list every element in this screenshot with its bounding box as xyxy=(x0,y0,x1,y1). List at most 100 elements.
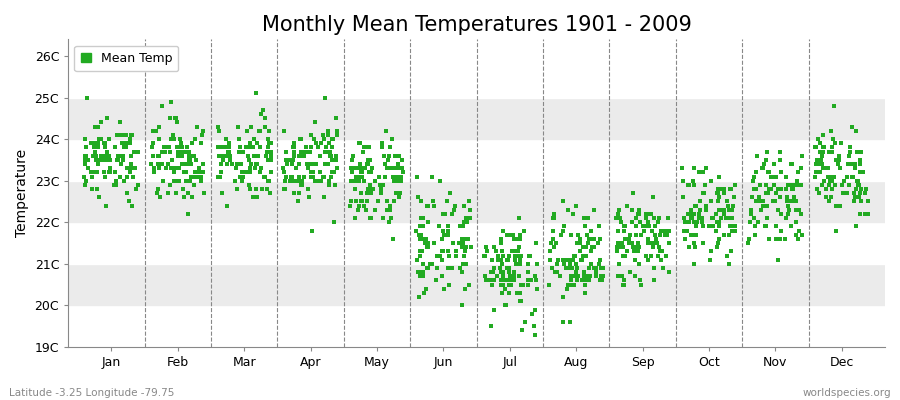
Point xyxy=(556,198,571,205)
Point xyxy=(317,136,331,142)
Point xyxy=(180,161,194,167)
Point xyxy=(647,215,662,221)
Point xyxy=(182,157,196,163)
Point xyxy=(151,136,166,142)
Point xyxy=(646,265,661,271)
Point xyxy=(283,178,297,184)
Point xyxy=(574,256,589,263)
Point xyxy=(658,227,672,234)
Point xyxy=(627,244,642,250)
Point xyxy=(632,261,646,267)
Point xyxy=(625,219,639,226)
Point xyxy=(86,169,100,176)
Point xyxy=(626,244,640,250)
Point xyxy=(188,136,202,142)
Point xyxy=(609,215,624,221)
Point xyxy=(436,227,451,234)
Point xyxy=(641,211,655,217)
Point xyxy=(727,223,742,230)
Point xyxy=(94,119,108,126)
Point xyxy=(314,140,328,146)
Point xyxy=(860,198,875,205)
Point xyxy=(221,144,236,151)
Point xyxy=(244,161,258,167)
Point xyxy=(181,211,195,217)
Point xyxy=(416,269,430,275)
Point xyxy=(248,90,263,96)
Point xyxy=(698,202,713,209)
Point xyxy=(380,165,394,172)
Point xyxy=(549,261,563,267)
Point xyxy=(850,148,864,155)
Point xyxy=(89,157,104,163)
Point xyxy=(293,148,308,155)
Point xyxy=(225,161,239,167)
Point xyxy=(393,190,408,196)
Point xyxy=(360,190,374,196)
Point xyxy=(362,144,376,151)
Point xyxy=(392,190,407,196)
Point xyxy=(586,265,600,271)
Point xyxy=(619,202,634,209)
Point xyxy=(725,215,740,221)
Point xyxy=(627,273,642,280)
Point xyxy=(236,173,250,180)
Point xyxy=(778,215,793,221)
Point xyxy=(152,124,166,130)
Point xyxy=(759,202,773,209)
Point xyxy=(658,232,672,238)
Point xyxy=(752,182,767,188)
Point xyxy=(544,265,559,271)
Point xyxy=(562,206,576,213)
Point xyxy=(143,161,157,167)
Point xyxy=(77,182,92,188)
Point xyxy=(852,194,867,200)
Point xyxy=(849,128,863,134)
Point xyxy=(845,124,859,130)
Point xyxy=(545,236,560,242)
Point xyxy=(327,219,341,226)
Point xyxy=(418,240,433,246)
Point xyxy=(767,161,781,167)
Point xyxy=(231,161,246,167)
Point xyxy=(507,269,521,275)
Point xyxy=(255,111,269,117)
Point xyxy=(181,178,195,184)
Point xyxy=(795,232,809,238)
Point xyxy=(376,182,391,188)
Point xyxy=(416,273,430,280)
Point xyxy=(315,173,329,180)
Point xyxy=(188,136,202,142)
Point xyxy=(420,265,435,271)
Point xyxy=(91,157,105,163)
Point xyxy=(377,173,392,180)
Point xyxy=(651,252,665,259)
Point xyxy=(361,144,375,151)
Point xyxy=(460,219,474,226)
Point xyxy=(617,223,632,230)
Point xyxy=(625,206,639,213)
Point xyxy=(357,144,372,151)
Point xyxy=(328,182,343,188)
Point xyxy=(254,165,268,172)
Point xyxy=(185,140,200,146)
Point xyxy=(794,182,808,188)
Point xyxy=(858,211,872,217)
Point xyxy=(236,169,250,176)
Point xyxy=(549,240,563,246)
Point xyxy=(264,152,278,159)
Point xyxy=(824,144,839,151)
Point xyxy=(778,236,792,242)
Point xyxy=(152,152,166,159)
Point xyxy=(816,132,831,138)
Point xyxy=(517,227,531,234)
Point xyxy=(259,148,274,155)
Point xyxy=(814,161,828,167)
Point xyxy=(289,165,303,172)
Point xyxy=(169,190,184,196)
Point xyxy=(232,136,247,142)
Point xyxy=(147,169,161,176)
Point xyxy=(322,148,337,155)
Point xyxy=(546,215,561,221)
Point xyxy=(195,169,210,176)
